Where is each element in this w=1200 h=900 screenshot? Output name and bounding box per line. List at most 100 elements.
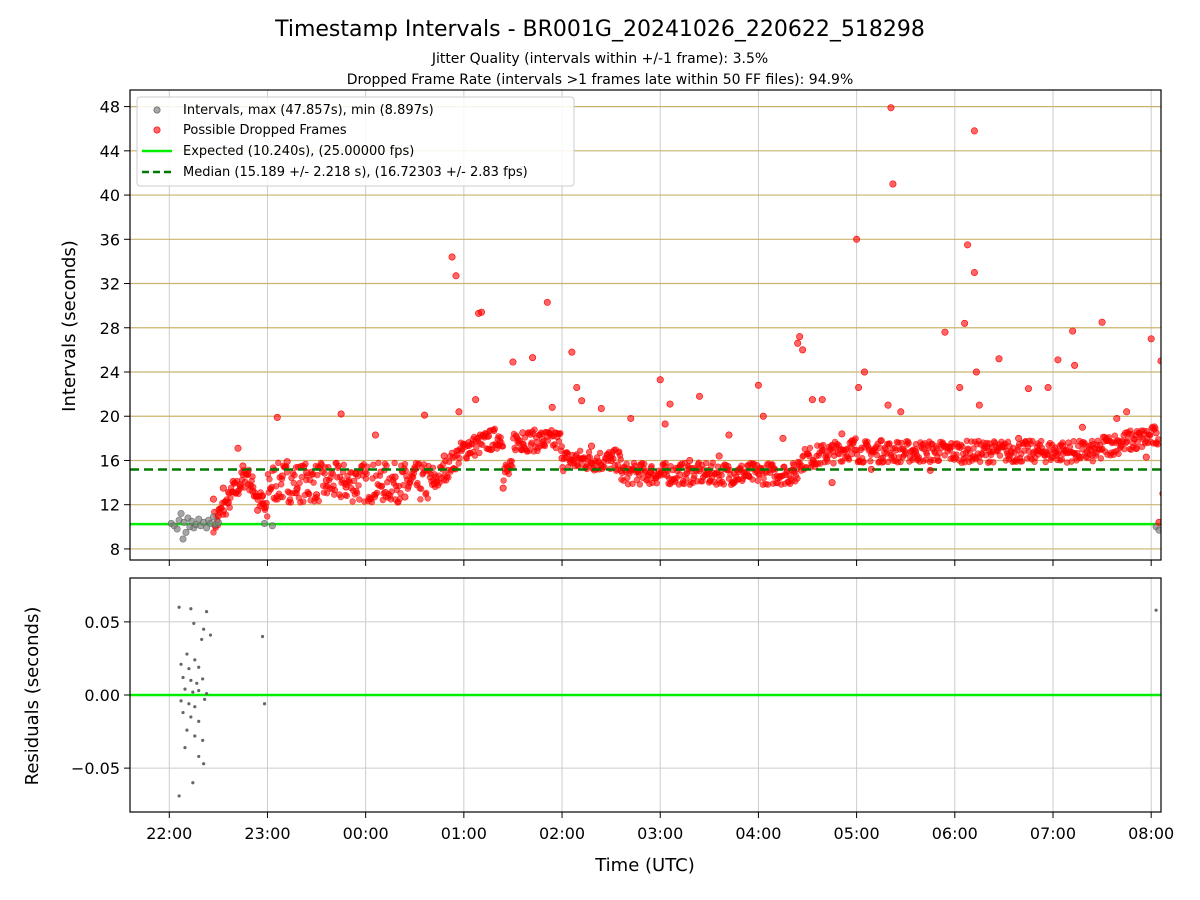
dropped-frame-point (926, 466, 934, 474)
residual-point (193, 705, 197, 709)
dropped-frame-point (656, 376, 664, 384)
dropped-frame-point (1155, 518, 1161, 526)
dropped-frame-point (1024, 385, 1032, 393)
dropped-frame-point (796, 333, 804, 341)
dropped-frame-point (887, 104, 895, 112)
dropped-frame-point (305, 490, 313, 498)
top-panel: 8 12 16 20 24 28 32 36 40 44 48 Intervals, max (47.… (100, 89, 1162, 566)
dropped-frame-point (278, 472, 286, 480)
dropped-frame-point (497, 434, 504, 441)
dropped-frame-point (1018, 458, 1026, 465)
dropped-frame-point (629, 480, 636, 487)
dropped-frame-point (1071, 361, 1079, 369)
top-y-tick-label: 28 (100, 319, 120, 338)
dropped-frame-point (529, 354, 537, 362)
dropped-frame-point (587, 442, 595, 450)
dropped-frame-point (573, 383, 581, 391)
dropped-frame-point (1142, 453, 1150, 461)
top-y-tick-label: 20 (100, 407, 120, 426)
dropped-frame-point (1111, 432, 1119, 439)
dropped-frame-point (509, 358, 517, 366)
x-tick-label: 07:00 (1030, 824, 1076, 843)
dropped-frame-point (296, 479, 303, 487)
residual-point (191, 781, 195, 785)
dropped-frame-point (455, 408, 463, 416)
dropped-frame-point (597, 404, 605, 412)
dropped-frame-point (720, 481, 728, 488)
dropped-frame-point (494, 441, 502, 449)
dropped-frame-point (996, 452, 1004, 459)
residual-point (203, 697, 207, 701)
dropped-frame-point (905, 440, 912, 447)
residual-point (197, 754, 201, 759)
top-y-tick-label: 16 (100, 451, 120, 470)
dropped-frame-point (364, 463, 371, 470)
residual-point (197, 665, 201, 669)
dropped-frame-point (1123, 408, 1131, 416)
residual-point (183, 746, 187, 750)
x-axis-label: Time (UTC) (594, 855, 695, 876)
dropped-frame-point (355, 482, 362, 489)
dropped-frame-point (702, 459, 710, 467)
dropped-frame-point (889, 180, 897, 188)
dropped-frame-point (391, 459, 398, 467)
dropped-frame-point (769, 465, 777, 473)
dropped-frame-point (340, 461, 348, 469)
interval-point (173, 525, 181, 533)
legend-entry: Intervals, max (47.857s), min (8.897s) (183, 103, 434, 118)
dropped-frame-point (300, 498, 307, 505)
dropped-frame-point (350, 477, 358, 485)
dropped-frame-point (445, 474, 452, 481)
dropped-frame-point (512, 446, 519, 454)
x-tick-label: 04:00 (735, 824, 781, 843)
dropped-frame-point (310, 479, 317, 486)
interval-point (177, 510, 185, 518)
dropped-frame-point (315, 497, 322, 505)
dropped-frame-point (293, 485, 301, 493)
dropped-frame-point (806, 444, 814, 452)
dropped-frame-point (794, 475, 801, 482)
dropped-frame-point (1029, 437, 1036, 445)
x-tick-label: 06:00 (932, 824, 978, 843)
dropped-frame-point (935, 457, 943, 464)
dropped-frame-point (975, 401, 983, 409)
dropped-frame-point (275, 459, 282, 467)
dropped-frame-point (1069, 327, 1077, 335)
dropped-frame-point (479, 441, 486, 449)
dropped-frame-point (596, 449, 604, 457)
dropped-frame-point (473, 444, 480, 451)
dropped-frame-point (287, 499, 294, 506)
dropped-frame-point (990, 459, 997, 466)
dropped-frame-point (254, 506, 262, 514)
dropped-frame-point (1015, 434, 1023, 442)
residual-point (177, 794, 181, 798)
dropped-frame-point (614, 461, 621, 468)
dropped-frame-point (1157, 357, 1161, 365)
dropped-frame-point (519, 429, 527, 437)
dropped-frame-point (617, 466, 625, 474)
dropped-frame-point (363, 470, 370, 477)
dropped-frame-point (1038, 437, 1045, 445)
dropped-frame-point (1058, 456, 1066, 463)
dropped-frame-point (1115, 450, 1122, 458)
dropped-frame-point (1098, 318, 1106, 326)
dropped-frame-point (555, 438, 563, 445)
dropped-frame-point (637, 461, 645, 469)
dropped-frame-point (401, 493, 409, 501)
dropped-frame-point (860, 458, 867, 465)
dropped-frame-point (329, 470, 336, 477)
dropped-frame-point (725, 431, 733, 439)
interval-point (214, 518, 222, 526)
dropped-frame-point (789, 466, 797, 474)
residual-point (181, 675, 185, 680)
dropped-frame-point (313, 491, 321, 499)
dropped-frame-point (465, 439, 473, 447)
dropped-frame-point (653, 479, 660, 487)
dropped-frame-point (343, 492, 350, 500)
residual-point (183, 687, 187, 691)
dropped-frame-point (278, 481, 285, 488)
dropped-frame-point (352, 470, 360, 478)
dropped-frame-point (499, 484, 507, 492)
dropped-frame-point (828, 479, 836, 487)
